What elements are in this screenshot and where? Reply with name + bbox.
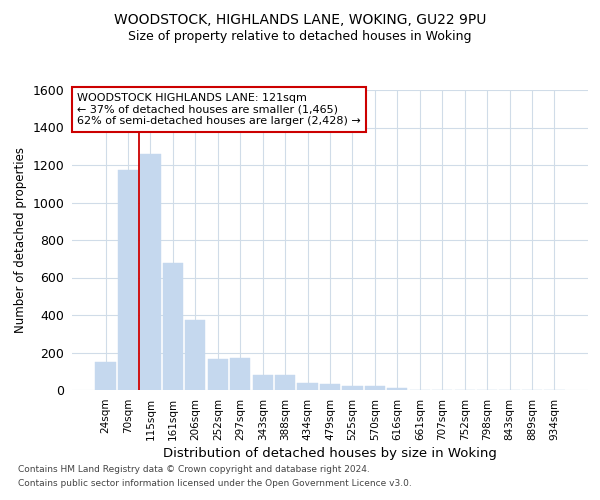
Bar [185,320,205,390]
Bar [253,375,273,390]
Bar [230,358,250,390]
Text: Contains HM Land Registry data © Crown copyright and database right 2024.: Contains HM Land Registry data © Crown c… [18,466,370,474]
Bar [365,386,385,390]
Bar [95,362,116,390]
Y-axis label: Number of detached properties: Number of detached properties [14,147,27,333]
Text: Size of property relative to detached houses in Woking: Size of property relative to detached ho… [128,30,472,43]
Bar [320,384,340,390]
Text: WOODSTOCK HIGHLANDS LANE: 121sqm
← 37% of detached houses are smaller (1,465)
62: WOODSTOCK HIGHLANDS LANE: 121sqm ← 37% o… [77,93,361,126]
X-axis label: Distribution of detached houses by size in Woking: Distribution of detached houses by size … [163,446,497,460]
Bar [298,384,317,390]
Text: WOODSTOCK, HIGHLANDS LANE, WOKING, GU22 9PU: WOODSTOCK, HIGHLANDS LANE, WOKING, GU22 … [114,12,486,26]
Bar [275,375,295,390]
Bar [118,170,138,390]
Text: Contains public sector information licensed under the Open Government Licence v3: Contains public sector information licen… [18,479,412,488]
Bar [163,264,183,390]
Bar [343,386,362,390]
Bar [208,359,228,390]
Bar [140,154,161,390]
Bar [387,388,407,390]
